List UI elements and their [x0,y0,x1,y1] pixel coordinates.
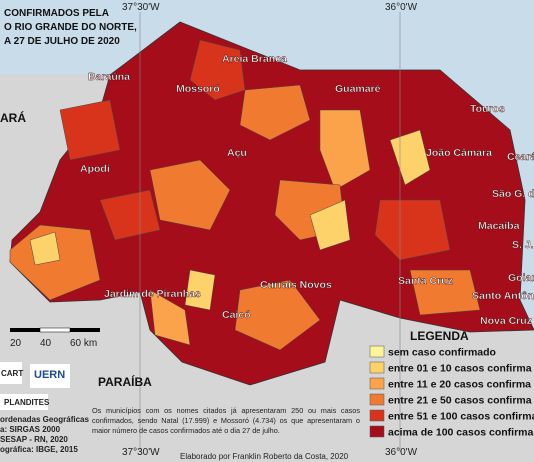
municipality [234,279,321,351]
legend-swatch [369,409,385,422]
state-area [9,21,534,386]
city-label: João Câmara [426,147,492,159]
coordinate-label: 36°0'W [385,2,418,13]
credit-line: a: SIRGAS 2000 [0,425,61,434]
logo-text: CART [1,369,23,378]
legend-title: LEGENDA [410,329,469,343]
municipality [409,269,481,316]
city-label: Goian [508,272,534,284]
legend-swatch [369,425,385,438]
logo-box [0,362,22,384]
footer: Elaborado por Franklin Roberto da Costa,… [180,452,349,461]
legend-label: entre 51 e 100 casos confirma [388,411,534,423]
city-label: Currais Novos [260,279,332,291]
municipality [99,189,161,241]
municipality [239,84,311,141]
municipality [184,269,216,311]
legend-label: entre 21 e 50 casos confirma [388,395,532,407]
city-label: Santa Cruz [398,275,453,287]
scale-label: 20 [10,338,22,349]
note: Os municípios com os nomes citados já ap… [92,406,360,435]
title-line: CONFIRMADOS PELA [4,8,109,19]
legend: sem caso confirmado entre 01 e 10 casos c… [369,345,534,439]
city-label: Touros [470,103,505,115]
legend-swatch [369,393,385,406]
legend-label: sem caso confirmado [388,347,496,359]
city-label: Açu [227,147,247,159]
scale-label: 60 km [70,338,97,349]
scale-segment [10,328,40,332]
legend-swatch [369,377,385,390]
city-label: Baraúna [88,71,130,83]
coordinate-label: 37°30'W [122,447,160,458]
legend-label: entre 11 e 20 casos confirma [388,379,531,391]
legend-swatch [369,345,385,358]
logo-text: PLANDITES [4,398,50,407]
city-label: Nova Cruz [480,315,532,327]
city-label: Ceará- [507,151,534,163]
city-label: S. J. [512,239,534,251]
municipality [149,289,191,346]
coordinate-label: 36°0'W [385,447,418,458]
municipality [319,109,371,191]
city-label: Guamaré [335,83,381,95]
municipality [189,39,246,101]
city-label: Apodi [80,163,110,175]
legend-label: entre 01 e 10 casos confirma [388,363,532,375]
municipality [309,199,351,251]
state-label: ARÁ [0,110,26,125]
legend-swatch [369,361,385,374]
city-label: Mossoró [176,83,220,95]
logo-text: UERN [34,369,65,381]
municipalities [9,39,481,351]
title-line: A 27 DE JULHO DE 2020 [4,36,120,47]
city-label: Caicó [222,309,251,321]
scale-segment [70,328,100,332]
city-label: Jardim de Piranhas [104,288,201,300]
city-label: São G. do [492,188,534,200]
graticule [139,12,401,452]
scale-bar: 20 40 60 km [10,327,100,349]
city-label: Macaíba [478,220,520,232]
logo-box [30,364,70,388]
municipality [149,159,231,231]
city-label: Areia Branca [222,53,287,65]
title-line: O RIO GRANDE DO NORTE, [4,22,137,33]
credit-line: ordenadas Geográficas [0,415,89,424]
municipality [59,99,121,161]
credit-line: SESAP - RN, 2020 [0,435,68,444]
logo-box [0,394,48,410]
municipality [374,199,451,261]
city-label: Santo Antônio [472,290,534,302]
legend-label: acima de 100 casos confirma [388,427,533,439]
ocean [0,0,534,330]
coordinate-label: 37°30'W [122,2,160,13]
state-label: PARAÍBA [98,374,152,389]
credit-line: ográfica: IBGE, 2015 [0,445,78,454]
scale-label: 40 [40,338,52,349]
municipality [29,231,61,266]
scale-segment [39,327,71,333]
